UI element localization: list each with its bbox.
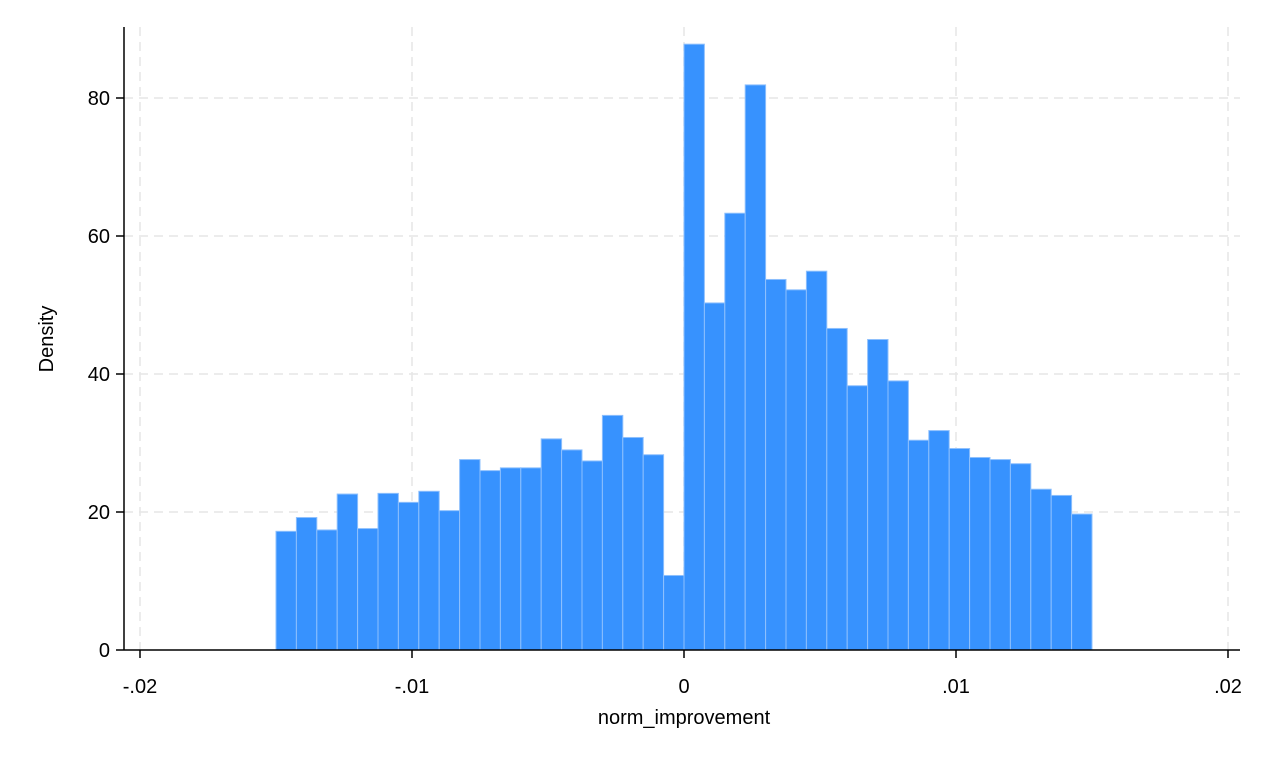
- x-tick-label: .02: [1214, 676, 1242, 698]
- y-tick-label: 0: [99, 640, 110, 662]
- histogram-bar: [499, 467, 522, 651]
- histogram-bar: [867, 339, 889, 651]
- x-axis-title: norm_improvement: [598, 707, 771, 729]
- x-tick-label: -.02: [123, 676, 157, 698]
- histogram-bar: [622, 436, 644, 651]
- histogram-bars: [275, 43, 1093, 651]
- histogram-bar: [683, 43, 705, 651]
- histogram-bar: [295, 517, 318, 651]
- x-axis-ticks: -.02 -.01 0 .01 .02: [123, 650, 1242, 698]
- histogram-bar: [1050, 494, 1073, 651]
- histogram-bar: [948, 448, 971, 651]
- histogram-bar: [540, 438, 563, 651]
- y-tick-label: 80: [88, 88, 110, 110]
- histogram-bar: [438, 510, 461, 651]
- y-tick-label: 60: [88, 226, 110, 248]
- histogram-bar: [989, 459, 1011, 651]
- histogram-bar: [581, 460, 603, 651]
- histogram-bar: [1009, 463, 1032, 651]
- x-tick-label: -.01: [395, 676, 429, 698]
- x-tick-label: 0: [678, 676, 689, 698]
- y-axis-title: Density: [36, 306, 58, 373]
- histogram-bar: [601, 414, 624, 651]
- histogram-bar: [724, 212, 746, 651]
- histogram-bar: [561, 449, 583, 651]
- histogram-bar: [357, 528, 379, 651]
- x-tick-label: .01: [942, 676, 970, 698]
- histogram-bar: [928, 430, 950, 651]
- histogram-bar: [846, 385, 869, 651]
- histogram-bar: [1030, 488, 1052, 651]
- histogram-bar: [479, 470, 501, 651]
- histogram-bar: [336, 493, 359, 651]
- histogram-bar: [663, 574, 685, 651]
- histogram-bar: [785, 289, 807, 651]
- y-tick-label: 40: [88, 364, 110, 386]
- histogram-bar: [744, 84, 767, 651]
- histogram-bar: [377, 492, 399, 651]
- histogram-bar: [969, 456, 991, 651]
- histogram-bar: [397, 501, 420, 651]
- histogram-bar: [887, 380, 909, 651]
- histogram-bar: [459, 459, 481, 651]
- y-tick-label: 20: [88, 502, 110, 524]
- y-axis-ticks: 0 20 40 60 80: [88, 88, 124, 662]
- histogram-bar: [703, 302, 726, 651]
- histogram-bar: [826, 327, 848, 651]
- histogram-bar: [765, 278, 787, 651]
- histogram-bar: [805, 270, 828, 651]
- histogram-bar: [1071, 513, 1093, 651]
- axes: [123, 27, 1240, 651]
- histogram-bar: [316, 529, 338, 651]
- histogram-bar: [907, 439, 930, 651]
- histogram-bar: [642, 454, 665, 651]
- histogram-bar: [418, 490, 440, 651]
- histogram-bar: [520, 467, 542, 651]
- histogram-bar: [275, 530, 297, 651]
